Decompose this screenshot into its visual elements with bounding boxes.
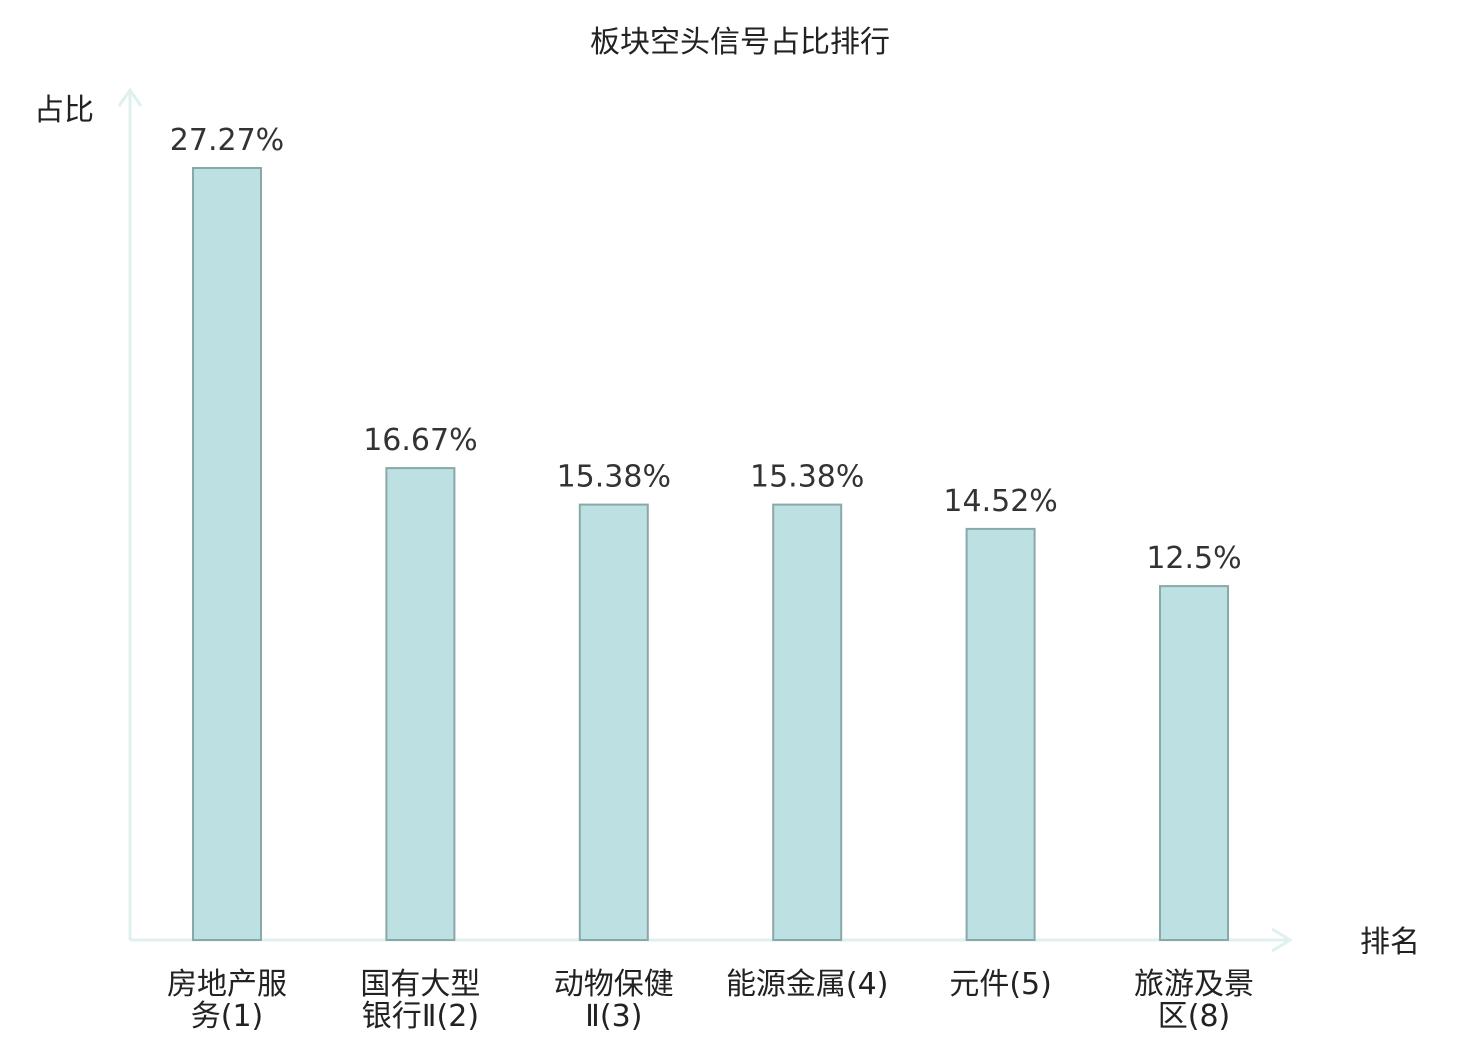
tick-label: 元件(5) — [949, 967, 1052, 1002]
data-label: 15.38% — [750, 460, 864, 495]
data-label: 12.5% — [1146, 541, 1241, 576]
data-label: 15.38% — [557, 460, 671, 495]
data-label: 27.27% — [170, 123, 284, 158]
tick-label: 区(8) — [1158, 999, 1231, 1034]
bar-group — [192, 167, 1229, 942]
tick-label: 旅游及景 — [1134, 967, 1254, 1002]
tick-label: 务(1) — [191, 999, 264, 1034]
bar — [1159, 585, 1229, 941]
data-label: 14.52% — [943, 484, 1057, 519]
tick-label: Ⅱ(3) — [585, 999, 642, 1034]
tick-label: 国有大型 — [360, 967, 480, 1002]
y-axis — [117, 87, 143, 940]
chart-title: 板块空头信号占比排行 — [590, 25, 890, 60]
bar — [965, 527, 1036, 942]
x-axis-arrow — [1271, 927, 1293, 953]
tick-label: 能源金属(4) — [726, 967, 889, 1002]
bar — [385, 467, 456, 941]
value-label-group: 27.27% 16.67% 15.38% 15.38% 14.52% 12.5% — [170, 123, 1242, 576]
bar — [772, 503, 843, 941]
y-axis-label: 占比 — [34, 93, 94, 128]
bar — [578, 503, 649, 941]
x-axis-label: 排名 — [1360, 925, 1420, 960]
tick-label: 房地产服 — [167, 967, 287, 1002]
tick-label: 银行Ⅱ(2) — [362, 999, 479, 1034]
tick-label: 动物保健 — [554, 967, 674, 1002]
bar — [192, 167, 262, 941]
data-label: 16.67% — [363, 423, 477, 458]
y-axis-arrow — [117, 87, 143, 107]
x-axis — [130, 927, 1293, 953]
